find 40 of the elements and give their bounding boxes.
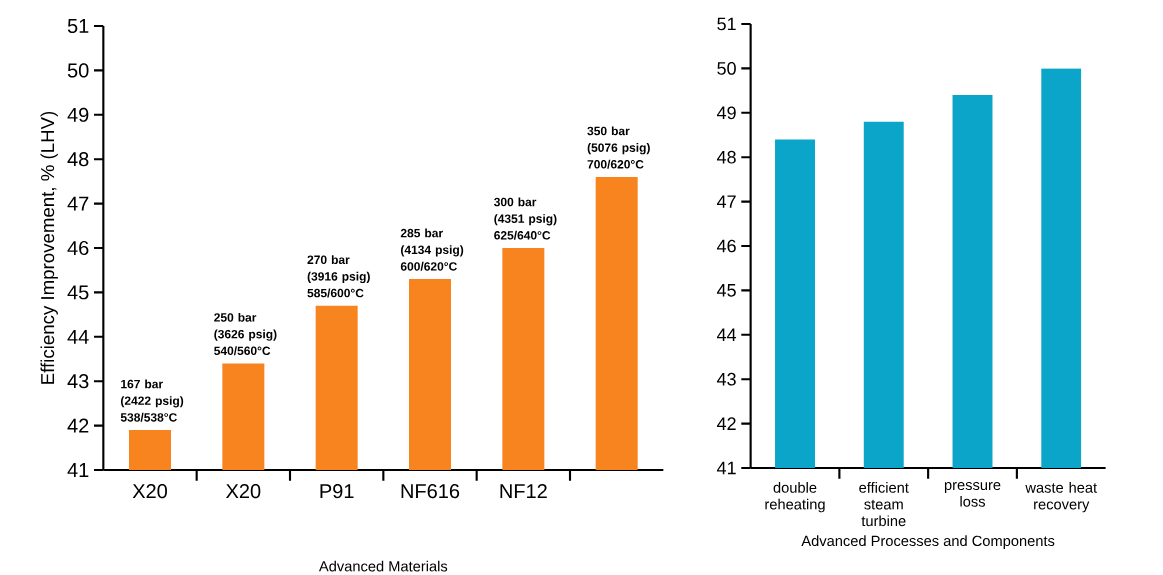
y-tick-label: 47: [67, 196, 89, 211]
x-tick-label: pressure loss: [944, 482, 1001, 507]
y-tick-label: 44: [716, 328, 737, 341]
x-tick-label: P91: [320, 484, 354, 499]
y-tick-label: 43: [67, 374, 89, 389]
x-tick-label: double reheating: [765, 482, 825, 513]
annotation: 285 bar (4134 psig) 600/620°C: [400, 228, 464, 271]
y-tick-label: 50: [717, 62, 736, 75]
x-tick-label: efficient steam turbine: [859, 482, 909, 527]
annotation: 300 bar (4351 psig) 625/640°C: [494, 197, 557, 240]
y-tick-label: 44: [67, 329, 89, 344]
y-tick-label: 47: [716, 195, 736, 208]
y-tick-label: 49: [716, 106, 736, 120]
annotation: 350 bar (5076 psig) 700/620°C: [587, 126, 650, 169]
y-tick-label: 42: [716, 417, 736, 430]
x-tick-label: X20: [132, 484, 167, 499]
y-tick-label: 46: [67, 240, 89, 256]
y-tick-label: 45: [67, 285, 89, 300]
annotation: 250 bar (3626 psig) 540/560°C: [214, 312, 277, 356]
y-tick-label: 41: [716, 461, 736, 475]
y-axis-title: Efficiency Improvement, % (LHV): [40, 111, 58, 384]
y-tick-label: 41: [67, 463, 89, 477]
x-axis-title: Advanced Processes and Components: [801, 535, 1055, 549]
y-tick-label: 51: [717, 17, 736, 31]
x-axis-title: Advanced Materials: [318, 560, 448, 572]
x-tick-label: waste heat recovery: [1025, 482, 1098, 513]
y-tick-label: 49: [67, 107, 89, 122]
y-tick-label: 43: [716, 372, 736, 386]
y-tick-label: 48: [67, 152, 89, 167]
annotation: 167 bar (2422 psig) 538/538°C: [120, 379, 184, 422]
x-tick-label: X20: [225, 484, 261, 499]
y-tick-label: 42: [67, 418, 89, 433]
y-tick-label: 48: [716, 150, 736, 164]
x-tick-label: NF12: [500, 484, 547, 499]
y-tick-label: 46: [716, 239, 736, 253]
annotation: 270 bar (3916 psig) 585/600°C: [307, 255, 370, 298]
x-tick-label: NF616: [401, 484, 460, 499]
y-tick-label: 51: [67, 19, 89, 33]
y-tick-label: 45: [716, 284, 736, 297]
y-tick-label: 50: [67, 63, 89, 78]
